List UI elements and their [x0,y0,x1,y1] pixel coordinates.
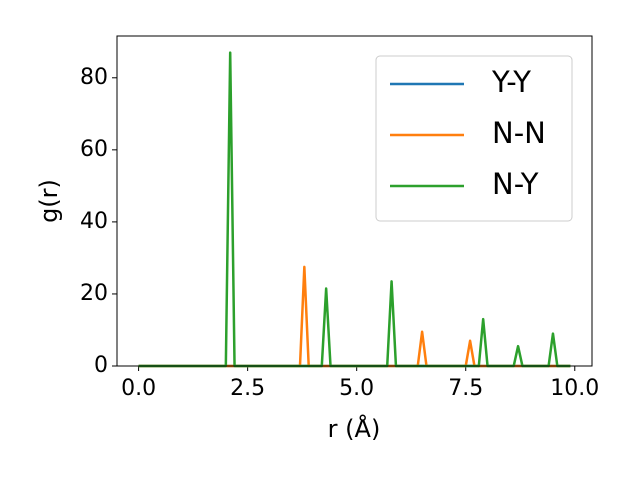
y-tick-label: 80 [80,65,108,90]
x-axis-label: r (Å) [328,414,381,443]
legend: Y-Y N-N N-Y [375,55,573,222]
x-tick-label: 7.5 [448,376,483,401]
legend-label: Y-Y [491,65,531,99]
y-tick-label: 60 [80,137,108,162]
x-tick-label: 10.0 [550,376,599,401]
y-tick-label: 0 [94,353,108,378]
legend-label: N-Y [492,167,539,201]
x-tick-label: 0.0 [121,376,156,401]
y-tick-label: 20 [80,281,108,306]
y-tick-label: 40 [80,209,108,234]
series-line [138,265,571,368]
y-axis-label: g(r) [35,179,63,223]
plot-frame [116,35,593,367]
x-tick-label: 5.0 [339,376,374,401]
legend-box [375,55,573,222]
legend-label: N-N [492,116,546,150]
x-tick-label: 2.5 [230,376,265,401]
